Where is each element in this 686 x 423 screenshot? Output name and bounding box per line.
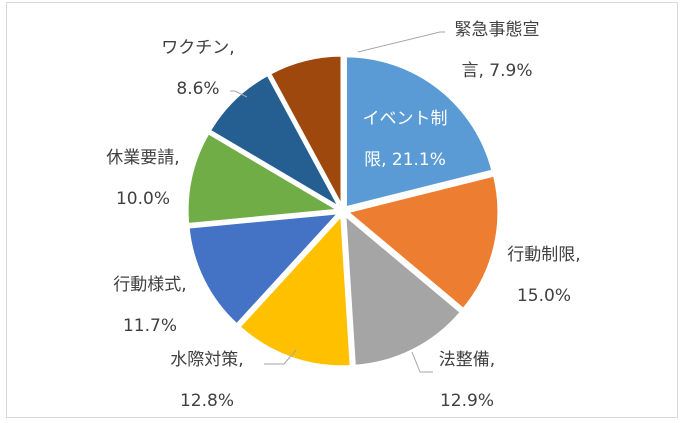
leader-line-3 — [411, 351, 433, 373]
data-label-7-line-1: ワクチン, — [161, 38, 234, 58]
data-label-3-line-2: 12.9% — [440, 391, 494, 411]
data-label-1-line-2: 限, 21.1% — [364, 150, 446, 170]
data-label-8-line-1: 緊急事態宣 — [455, 20, 540, 40]
data-label-6-line-2: 10.0% — [116, 189, 170, 209]
pie-slice-4 — [236, 211, 353, 369]
data-label-6-line-1: 休業要請, — [106, 148, 179, 168]
data-label-4-line-2: 12.8% — [180, 391, 234, 411]
data-label-5-line-2: 11.7% — [123, 316, 177, 336]
data-label-4-line-1: 水際対策, — [170, 350, 243, 370]
pie-slice-2 — [343, 173, 501, 312]
data-label-2-line-1: 行動制限, — [507, 245, 580, 265]
pie-slice-8 — [267, 53, 344, 208]
pie-slice-7 — [207, 72, 345, 213]
pie-slice-5 — [186, 210, 344, 328]
data-label-3-line-1: 法整備, — [439, 350, 495, 370]
data-label-7-line-2: 8.6% — [176, 79, 219, 99]
data-label-1-line-1: イベント制 — [363, 109, 448, 129]
data-label-2-line-2: 15.0% — [517, 286, 571, 306]
leader-line-4 — [264, 349, 297, 365]
pie-slices — [185, 53, 501, 369]
pie-slice-3 — [343, 211, 464, 368]
leader-line-7 — [230, 90, 248, 98]
pie-slice-1 — [343, 54, 495, 210]
leader-lines — [230, 31, 445, 373]
pie-slice-6 — [185, 130, 344, 227]
leader-line-8 — [357, 31, 445, 53]
data-label-8-line-2: 言, 7.9% — [462, 61, 533, 81]
data-label-5-line-1: 行動様式, — [113, 275, 186, 295]
